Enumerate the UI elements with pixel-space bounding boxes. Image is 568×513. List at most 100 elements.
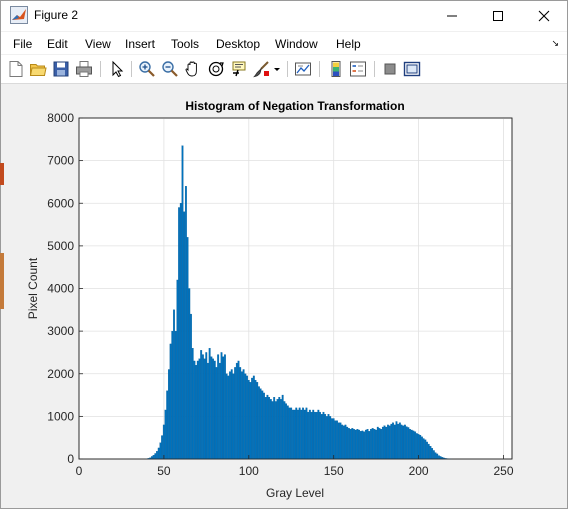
histogram-bar	[338, 423, 340, 459]
show-plot-tools-icon[interactable]	[403, 60, 421, 78]
histogram-bar	[265, 397, 267, 459]
menu-insert[interactable]: Insert	[125, 37, 155, 51]
x-tick-label: 250	[493, 464, 513, 478]
y-tick-label: 2000	[47, 367, 74, 381]
menu-desktop[interactable]: Desktop	[216, 37, 260, 51]
menu-view[interactable]: View	[85, 37, 111, 51]
brush-icon[interactable]	[253, 60, 271, 78]
menu-tools[interactable]: Tools	[171, 37, 199, 51]
zoom-out-icon[interactable]	[161, 60, 179, 78]
menu-help[interactable]: Help	[336, 37, 361, 51]
histogram-bar	[414, 432, 416, 459]
histogram-bar	[328, 414, 330, 459]
insert-legend-icon[interactable]	[349, 60, 367, 78]
histogram-bar	[431, 448, 433, 459]
histogram-bar	[229, 372, 231, 459]
histogram-bar	[333, 419, 335, 459]
histogram-bar	[425, 440, 427, 459]
histogram-bar	[391, 424, 393, 459]
histogram-bar	[396, 421, 398, 459]
histogram-bar	[357, 429, 359, 459]
histogram-bar	[217, 355, 219, 459]
histogram-bar	[178, 208, 180, 459]
histogram-bar	[306, 408, 308, 459]
save-figure-icon[interactable]	[52, 60, 70, 78]
histogram-bar	[314, 412, 316, 459]
histogram-bar	[316, 412, 318, 459]
histogram-bar	[192, 348, 194, 459]
histogram-bar	[394, 425, 396, 459]
histogram-bar	[348, 428, 350, 459]
histogram-bar	[222, 357, 224, 459]
menu-window[interactable]: Window	[275, 37, 318, 51]
histogram-bar	[290, 408, 292, 459]
histogram-bar	[177, 280, 179, 459]
zoom-in-icon[interactable]	[138, 60, 156, 78]
histogram-bar	[182, 146, 184, 459]
minimize-button[interactable]	[429, 1, 475, 31]
histogram-bar	[353, 429, 355, 459]
x-tick-label: 150	[324, 464, 344, 478]
histogram-bar	[301, 410, 303, 459]
histogram-bar	[329, 416, 331, 459]
histogram-bar	[275, 401, 277, 459]
histogram-bar	[168, 369, 170, 459]
pan-hand-icon[interactable]	[184, 60, 202, 78]
edit-plot-arrow-icon[interactable]	[108, 60, 126, 78]
title-bar[interactable]: Figure 2	[1, 1, 567, 31]
histogram-bar	[277, 399, 279, 459]
histogram-bar	[406, 427, 408, 459]
histogram-bar	[289, 408, 291, 459]
histogram-bar	[382, 427, 384, 459]
histogram-bar	[166, 391, 168, 459]
histogram-bar	[336, 421, 338, 459]
brush-dropdown-icon[interactable]	[272, 60, 282, 78]
print-figure-icon[interactable]	[75, 60, 93, 78]
histogram-bar	[435, 453, 437, 459]
maximize-button[interactable]	[475, 1, 521, 31]
histogram-bar	[360, 431, 362, 459]
x-tick-label: 0	[76, 464, 83, 478]
data-cursor-icon[interactable]	[230, 60, 248, 78]
histogram-bar	[387, 425, 389, 459]
histogram-bar	[180, 203, 182, 459]
chart-title: Histogram of Negation Transformation	[185, 99, 404, 113]
link-plot-icon[interactable]	[294, 60, 312, 78]
histogram-bar	[241, 372, 243, 459]
histogram-bar	[312, 410, 314, 459]
histogram-bar	[187, 237, 189, 459]
histogram-bar	[158, 448, 160, 459]
histogram-bar	[233, 374, 235, 459]
menu-file[interactable]: File	[13, 37, 32, 51]
histogram-bar	[251, 378, 253, 459]
histogram-bar	[350, 429, 352, 459]
histogram-bar	[438, 456, 440, 459]
close-icon	[538, 10, 550, 22]
menu-edit[interactable]: Edit	[47, 37, 68, 51]
histogram-bar	[219, 363, 221, 459]
histogram-bar	[267, 395, 269, 459]
new-figure-icon[interactable]	[7, 60, 25, 78]
background-window-edge	[0, 253, 4, 309]
histogram-bar	[199, 359, 201, 459]
histogram-bar	[436, 454, 438, 459]
hide-plot-tools-icon[interactable]	[381, 60, 399, 78]
histogram-bar	[194, 361, 196, 459]
histogram-bar	[224, 355, 226, 459]
matlab-icon	[10, 6, 28, 24]
open-file-icon[interactable]	[29, 60, 47, 78]
histogram-bar	[340, 423, 342, 459]
insert-colorbar-icon[interactable]	[327, 60, 345, 78]
histogram-bar	[362, 431, 364, 459]
histogram-bar	[279, 397, 281, 459]
toolbar	[1, 55, 567, 84]
histogram-bar	[401, 425, 403, 459]
histogram-bar	[234, 367, 236, 459]
menu-overflow-icon[interactable]: ↘	[551, 38, 559, 49]
histogram-bar	[318, 410, 320, 459]
histogram-bar	[416, 433, 418, 459]
histogram-bar	[326, 416, 328, 459]
rotate-3d-icon[interactable]	[207, 60, 225, 78]
close-button[interactable]	[521, 1, 567, 31]
